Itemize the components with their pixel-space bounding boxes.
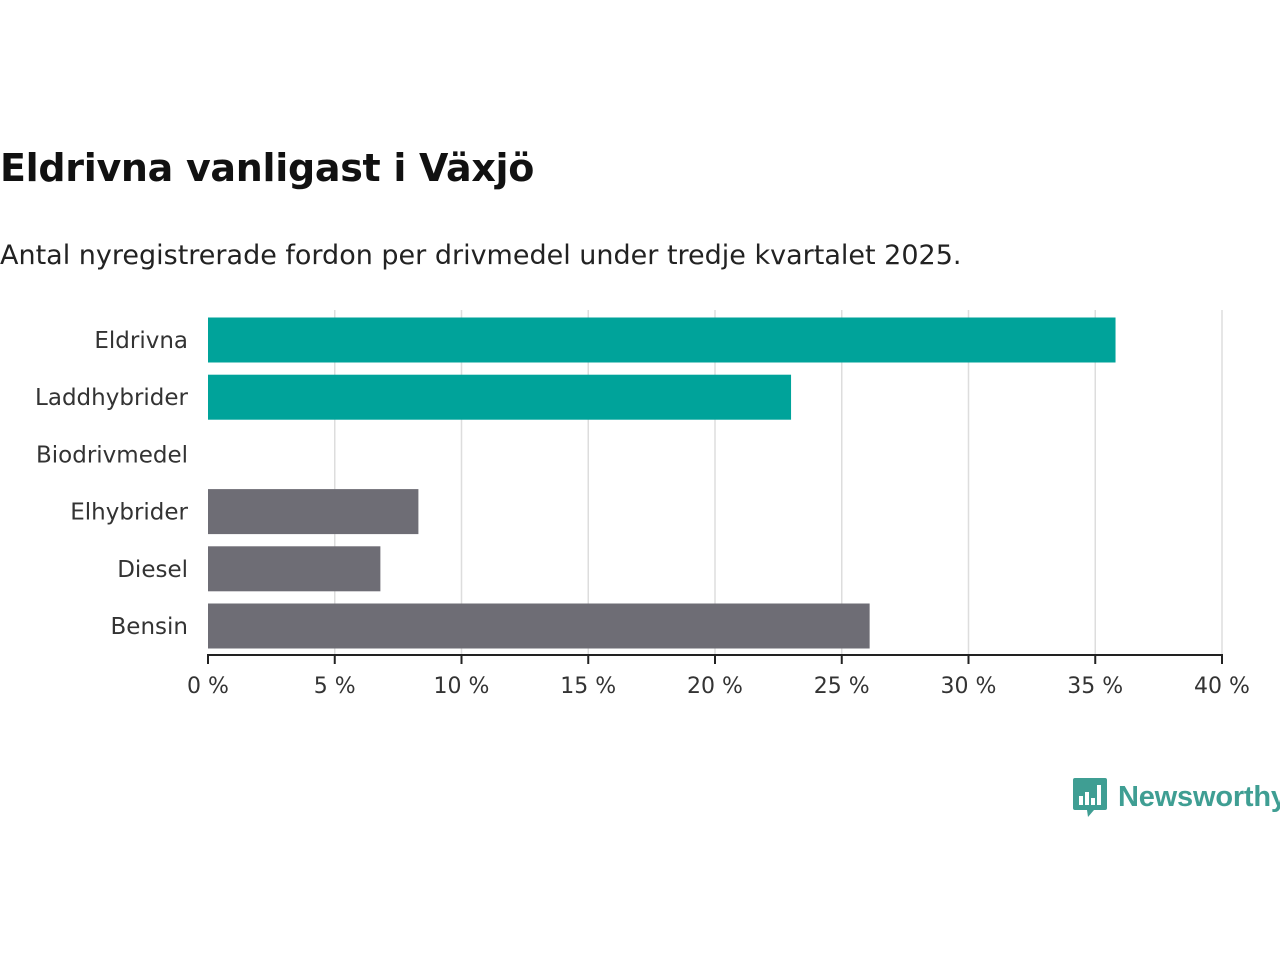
x-tick-label: 40 % (1194, 674, 1250, 699)
x-tick-label: 0 % (187, 674, 229, 699)
x-axis: 0 % 5 % 10 % 15 % 20 % 25 % 30 % 35 % 40 % (187, 654, 1250, 699)
brand-name: Newsworthy (1118, 780, 1280, 813)
category-label: Eldrivna (94, 328, 188, 354)
bar-laddhybrider (208, 374, 792, 420)
gridlines (334, 310, 1223, 655)
bar-eldrivna (208, 317, 1116, 363)
x-tick-label: 35 % (1067, 674, 1123, 699)
category-label: Diesel (117, 557, 188, 583)
category-label: Elhybrider (70, 500, 188, 526)
bar-diesel (208, 546, 381, 592)
bar-chart: Eldrivna Laddhybrider Biodrivmedel Elhybrid… (35, 310, 1250, 699)
bar-elhybrider (208, 489, 419, 535)
bars (208, 317, 1116, 649)
chart-subtitle: Antal nyregistrerade fordon per drivmede… (0, 240, 962, 271)
x-tick-label: 30 % (941, 674, 997, 699)
category-label: Bensin (111, 614, 188, 640)
category-label: Laddhybrider (35, 385, 188, 411)
x-tick-label: 15 % (560, 674, 616, 699)
x-tick-label: 5 % (314, 674, 356, 699)
chart-title: Eldrivna vanligast i Växjö (0, 146, 535, 190)
category-label: Biodrivmedel (36, 442, 188, 468)
x-tick-label: 20 % (687, 674, 743, 699)
x-tick-label: 25 % (814, 674, 870, 699)
x-tick-label: 10 % (434, 674, 490, 699)
bar-bensin (208, 603, 870, 649)
category-labels: Eldrivna Laddhybrider Biodrivmedel Elhybrid… (35, 328, 188, 640)
newsworthy-logo-icon (1073, 778, 1107, 817)
brand: Newsworthy (1072, 776, 1280, 818)
